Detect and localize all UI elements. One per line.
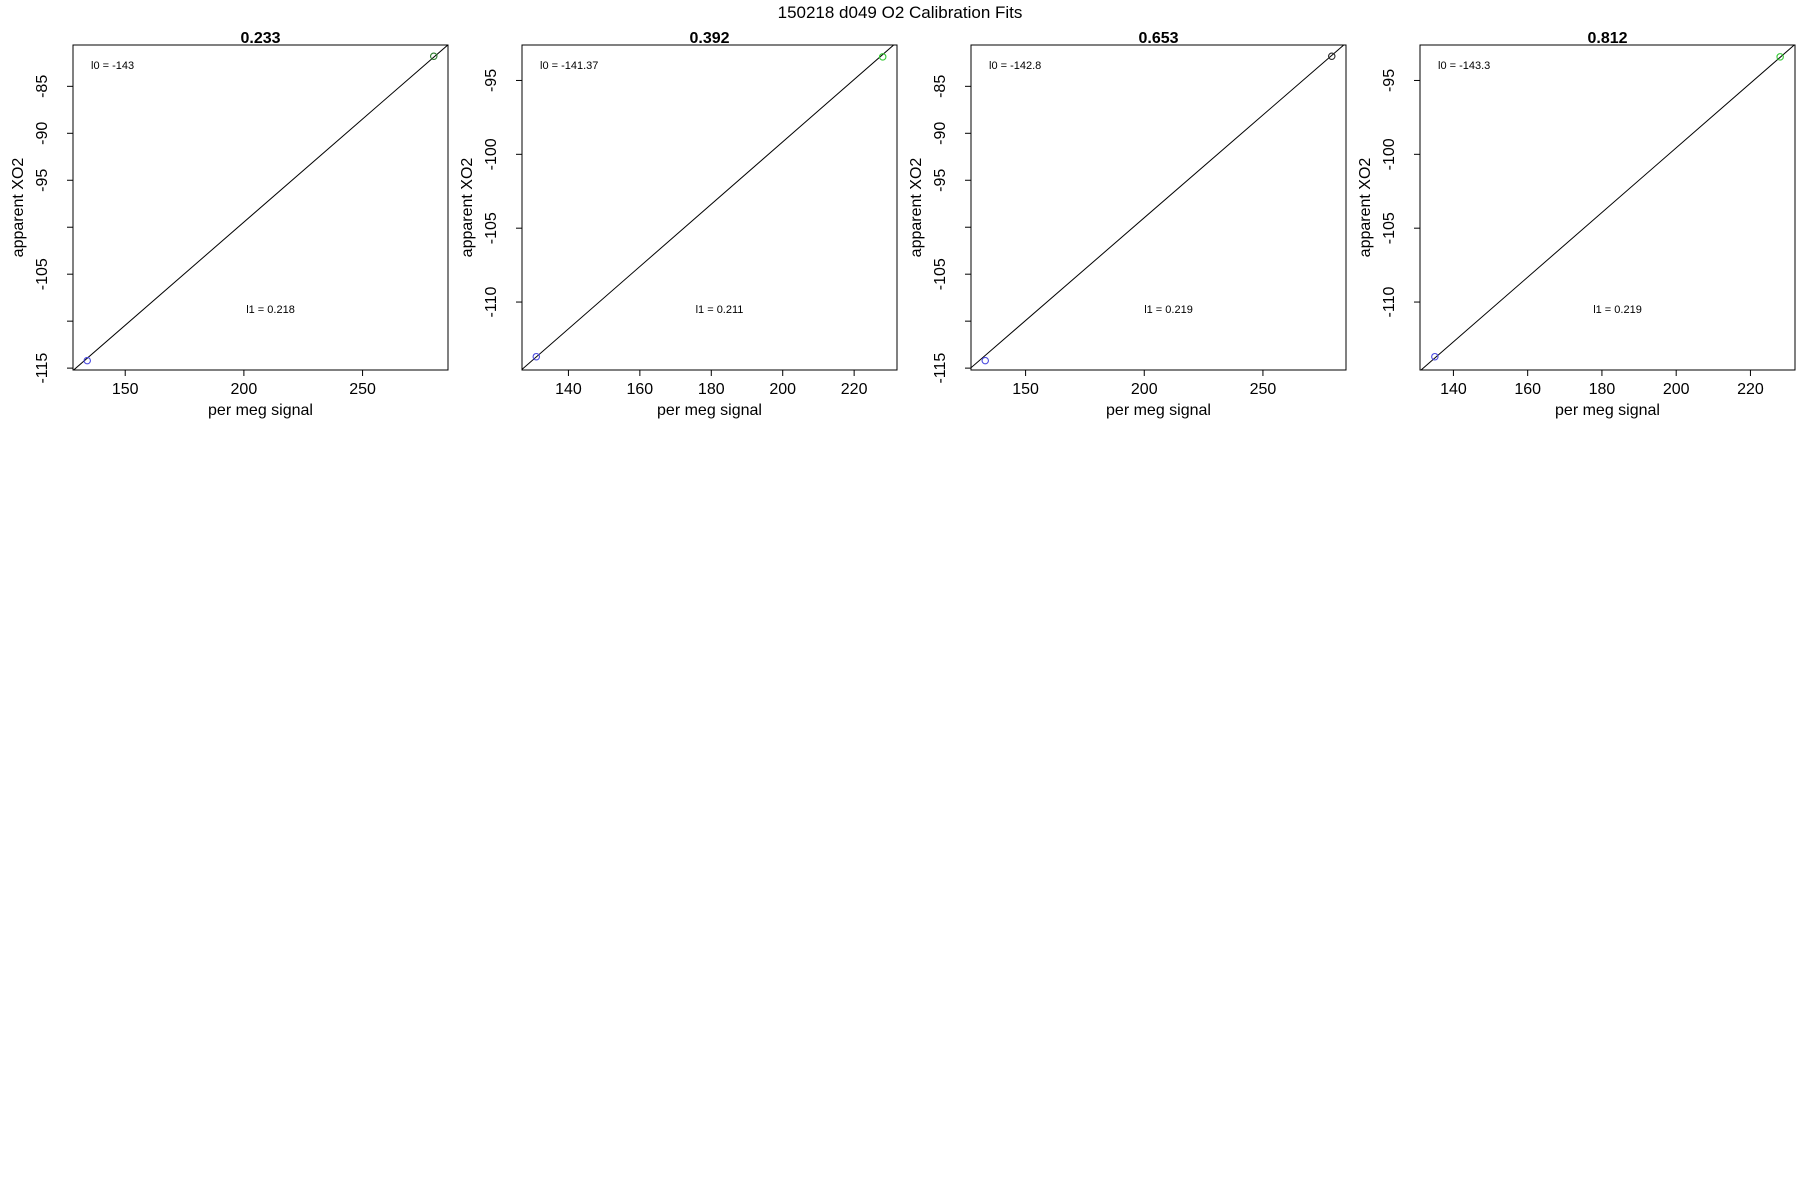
annotation-l0: l0 = -143 [91, 60, 134, 72]
x-tick-label: 140 [555, 381, 582, 398]
y-axis-label: apparent XO2 [908, 158, 925, 258]
x-tick-label: 200 [231, 381, 258, 398]
chart-panel-1: 0.233 150 200 250 per meg signal -115 -105 -95 -… [10, 30, 449, 419]
y-tick-label: -100 [1381, 138, 1398, 170]
x-tick-label: 140 [1440, 381, 1467, 398]
chart-panel-4: 0.812 140 160 180 200 220 per meg signal -110 -1… [1357, 30, 1796, 419]
chart-title: 0.812 [1587, 30, 1627, 47]
chart-title: 0.392 [689, 30, 729, 47]
x-tick-label: 160 [1514, 381, 1541, 398]
y-tick-label: -105 [483, 212, 500, 244]
data-point-1 [981, 356, 989, 365]
y-tick-label: -110 [483, 287, 500, 318]
y-tick-label: -115 [34, 353, 51, 384]
y-axis-label: apparent XO2 [10, 158, 27, 258]
x-axis-label: per meg signal [1106, 402, 1211, 419]
chart-panels: 0.233 150 200 250 per meg signal -115 -105 -95 -… [10, 30, 1796, 419]
data-point-2 [1328, 52, 1336, 61]
y-tick-label: -90 [34, 122, 51, 145]
annotation-l1: l1 = 0.211 [696, 304, 744, 316]
plot-frame [970, 44, 1347, 371]
x-tick-label: 220 [1737, 381, 1764, 398]
data-point-2 [1776, 53, 1784, 61]
x-axis-label: per meg signal [657, 402, 762, 419]
annotation-l1: l1 = 0.219 [1144, 304, 1193, 316]
y-axis-label: apparent XO2 [459, 158, 476, 258]
y-tick-label: -105 [34, 258, 51, 290]
y-tick-label: -95 [932, 169, 949, 192]
y-tick-label: -95 [1381, 69, 1398, 92]
annotation-l0: l0 = -141.37 [540, 60, 598, 72]
y-tick-label: -110 [1381, 287, 1398, 318]
x-tick-label: 180 [698, 381, 725, 398]
x-tick-label: 160 [627, 381, 654, 398]
plot-frame [72, 44, 449, 371]
data-point-2 [878, 53, 887, 61]
annotation-l0: l0 = -143.3 [1438, 60, 1490, 72]
annotation-l0: l0 = -142.8 [989, 60, 1041, 72]
chart-title: 0.233 [240, 30, 280, 47]
y-tick-label: -95 [34, 169, 51, 192]
data-point-1 [83, 356, 91, 365]
fit-line [73, 45, 448, 370]
y-tick-label: -105 [1381, 212, 1398, 244]
x-tick-label: 250 [1250, 381, 1277, 398]
y-axis-label: apparent XO2 [1357, 158, 1374, 258]
x-tick-label: 150 [1012, 381, 1039, 398]
y-tick-label: -100 [483, 138, 500, 170]
plot-frame [1419, 44, 1796, 371]
y-tick-label: -115 [932, 353, 949, 384]
annotation-l1: l1 = 0.218 [246, 304, 295, 316]
fit-line [522, 45, 895, 370]
x-tick-label: 250 [349, 381, 376, 398]
chart-title: 0.653 [1138, 30, 1178, 47]
data-point-1 [1431, 352, 1439, 361]
plot-frame [521, 44, 898, 371]
data-point-1 [532, 352, 541, 361]
x-tick-label: 200 [769, 381, 796, 398]
x-tick-label: 150 [112, 381, 139, 398]
fit-line [1420, 45, 1795, 370]
x-axis-label: per meg signal [1555, 402, 1660, 419]
x-tick-label: 220 [841, 381, 868, 398]
fit-line [971, 45, 1345, 369]
x-tick-label: 200 [1663, 381, 1690, 398]
chart-panel-2: 0.392 140 160 180 200 220 per meg signal -110 -1… [459, 30, 898, 419]
annotation-l1: l1 = 0.219 [1593, 304, 1642, 316]
y-tick-label: -85 [34, 75, 51, 98]
x-axis-label: per meg signal [208, 402, 313, 419]
chart-panel-3: 0.653 150 200 250 per meg signal -115 -105 -95 -… [908, 30, 1347, 419]
x-tick-label: 200 [1131, 381, 1158, 398]
y-tick-label: -85 [932, 75, 949, 98]
x-tick-label: 180 [1589, 381, 1616, 398]
y-tick-label: -90 [932, 122, 949, 145]
data-point-2 [430, 52, 438, 61]
y-tick-label: -95 [483, 69, 500, 92]
y-tick-label: -105 [932, 258, 949, 290]
page-title: 150218 d049 O2 Calibration Fits [778, 3, 1023, 22]
